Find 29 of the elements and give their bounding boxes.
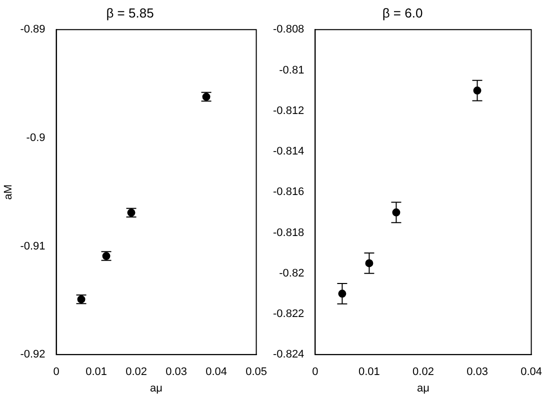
chart-title: β = 6.0 — [382, 5, 423, 20]
y-axis-title: aM — [2, 184, 15, 200]
y-tick-label: -0.808 — [272, 24, 304, 36]
y-tick-label: -0.89 — [20, 24, 46, 36]
y-tick-label: -0.82 — [279, 267, 304, 280]
x-tick-label: 0.01 — [86, 366, 107, 378]
y-tick-label: -0.816 — [272, 186, 304, 198]
x-tick-label: 0.02 — [126, 366, 147, 378]
x-tick-label: 0.03 — [166, 366, 187, 378]
y-tick-label: -0.822 — [272, 308, 304, 320]
x-tick-label: 0.02 — [412, 366, 434, 378]
y-tick-label: -0.818 — [272, 226, 304, 239]
y-tick-label: -0.9 — [26, 132, 46, 144]
x-tick-label: 0 — [312, 366, 318, 378]
y-tick-label: -0.814 — [272, 146, 304, 158]
x-tick-label: 0.04 — [206, 366, 227, 378]
x-tick-label: 0.03 — [466, 366, 488, 378]
y-tick-label: -0.812 — [272, 104, 304, 117]
x-tick-label: 0 — [53, 366, 60, 378]
y-tick-label: -0.92 — [20, 348, 46, 361]
y-tick-label: -0.91 — [20, 240, 46, 252]
x-tick-label: 0.01 — [358, 366, 380, 378]
x-tick-label: 0.05 — [246, 366, 268, 378]
x-tick-label: 0.04 — [520, 366, 542, 378]
x-axis-title: aμ — [417, 382, 430, 394]
y-tick-label: -0.824 — [272, 348, 304, 361]
x-axis-title: aμ — [150, 382, 163, 394]
chart-title: β = 5.85 — [106, 5, 154, 20]
y-tick-label: -0.81 — [279, 64, 304, 76]
